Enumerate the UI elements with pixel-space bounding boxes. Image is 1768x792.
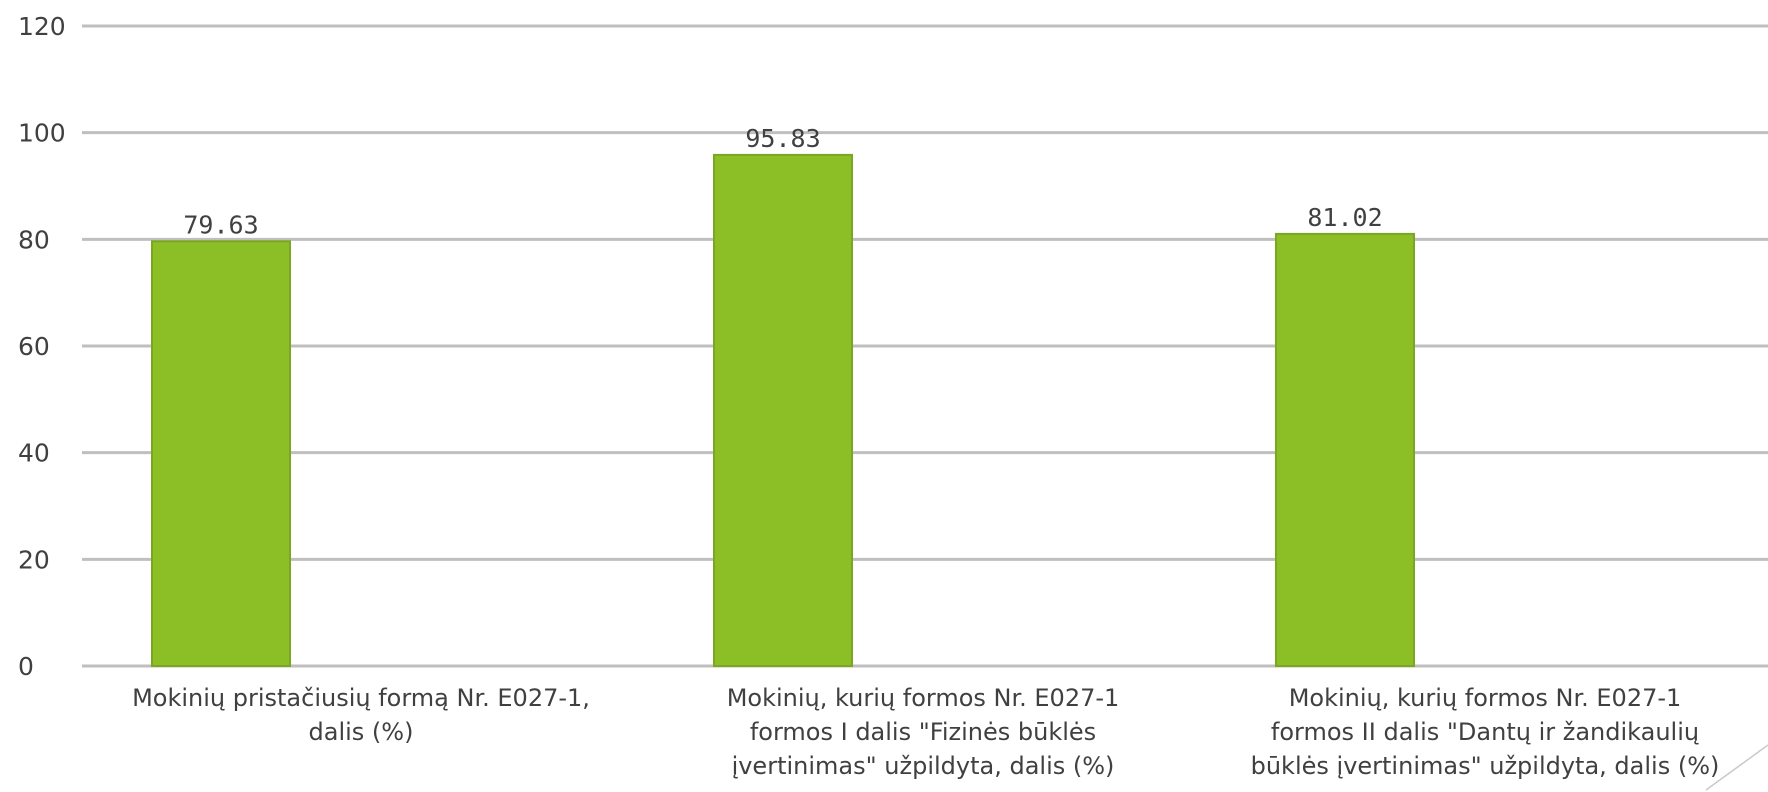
- x-category-label-line: formos I dalis "Fizinės būklės: [750, 718, 1096, 746]
- corner-decoration-line: [1705, 744, 1768, 791]
- x-category-label-line: Mokinių, kurių formos Nr. E027-1: [1289, 684, 1682, 712]
- x-category-label-line: Mokinių pristačiusių formą Nr. E027-1,: [132, 684, 590, 712]
- y-tick-label: 60: [18, 332, 50, 361]
- y-tick-label: 100: [18, 119, 66, 148]
- x-category-label: Mokinių pristačiusių formą Nr. E027-1, da…: [132, 684, 590, 746]
- bar: [713, 153, 853, 667]
- x-category-label-line: Mokinių, kurių formos Nr. E027-1: [727, 684, 1120, 712]
- y-tick-label: 20: [18, 545, 50, 574]
- x-category-label-line: įvertinimas" užpildyta, dalis (%): [732, 752, 1115, 780]
- y-tick-label: 120: [18, 12, 66, 41]
- x-category-label: Mokinių, kurių formos Nr. E027-1 formos I…: [1251, 684, 1720, 780]
- data-label: 81.02: [1307, 203, 1382, 232]
- bars: [151, 153, 1415, 667]
- data-label: 95.83: [745, 124, 820, 153]
- x-category-label-line: dalis (%): [309, 718, 414, 746]
- bar: [151, 240, 291, 667]
- y-tick-label: 80: [18, 225, 50, 254]
- x-axis-categories: Mokinių pristačiusių formą Nr. E027-1, da…: [132, 684, 1719, 780]
- y-tick-label: 0: [18, 652, 34, 681]
- y-tick-label: 40: [18, 439, 50, 468]
- x-category-label-line: būklės įvertinimas" užpildyta, dalis (%): [1251, 752, 1720, 780]
- y-axis-ticks: 0 20 40 60 80 100 120: [18, 12, 66, 681]
- bar: [1275, 232, 1415, 667]
- data-label: 79.63: [183, 210, 258, 239]
- x-category-label: Mokinių, kurių formos Nr. E027-1 formos I…: [727, 684, 1120, 780]
- x-category-label-line: formos II dalis "Dantų ir žandikaulių: [1271, 718, 1699, 746]
- gridlines: [82, 24, 1768, 668]
- data-labels: 79.63 95.83 81.02: [183, 124, 1382, 239]
